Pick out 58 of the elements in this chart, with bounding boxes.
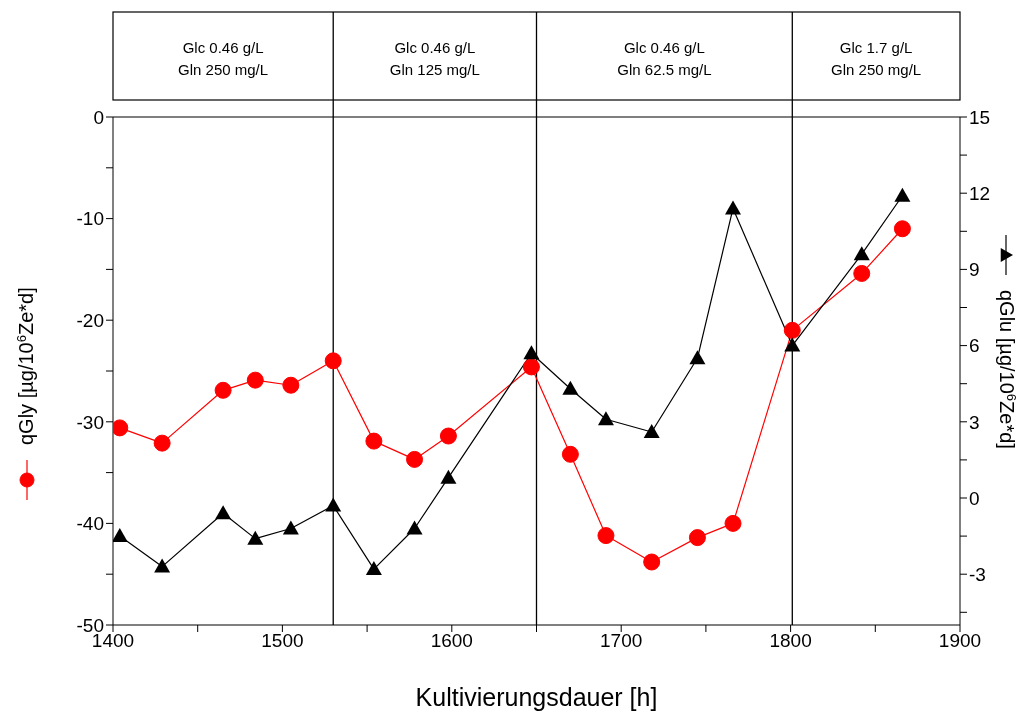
point <box>282 520 299 535</box>
point <box>523 345 540 360</box>
point <box>597 411 614 426</box>
point <box>282 376 300 394</box>
point <box>643 553 661 571</box>
x-tick-label: 1900 <box>938 630 982 652</box>
point <box>325 497 342 512</box>
point <box>689 350 706 365</box>
y2-tick-label: 15 <box>969 106 991 128</box>
text: Glc 1.7 g/L Gln 250 mg/L <box>831 39 922 78</box>
point <box>214 381 232 399</box>
point <box>783 321 801 339</box>
y2-tick-label: -3 <box>969 563 986 585</box>
point <box>365 432 383 450</box>
y2-tick-label: 9 <box>969 259 980 281</box>
x-tick-label: 1500 <box>261 630 304 652</box>
y2-tick-label: 12 <box>969 182 991 204</box>
point <box>113 528 128 543</box>
point <box>440 469 457 484</box>
point <box>724 514 742 532</box>
point <box>439 427 457 445</box>
point <box>324 352 342 370</box>
point <box>597 527 615 545</box>
point <box>853 264 871 282</box>
y-tick-label: -10 <box>76 208 104 230</box>
y-tick-label: -20 <box>76 309 104 331</box>
x-axis-title: Kultivierungsdauer [h] <box>415 683 658 711</box>
point <box>725 200 741 215</box>
point <box>784 337 801 352</box>
text: Glc 0.46 g/L Gln 250 mg/L <box>178 39 269 78</box>
y2-tick-label: 6 <box>969 335 980 357</box>
point <box>562 380 579 395</box>
x-tick-label: 1600 <box>430 630 473 652</box>
point <box>561 445 579 463</box>
point <box>113 419 129 437</box>
point <box>688 529 706 547</box>
point <box>522 358 540 376</box>
point <box>365 561 382 576</box>
y2-tick-label: 3 <box>969 411 980 433</box>
x-tick-label: 1700 <box>600 630 643 652</box>
point <box>153 434 171 452</box>
y2-tick-label: 0 <box>969 487 980 509</box>
point <box>406 450 424 468</box>
text: Glc 0.46 g/L Gln 125 mg/L <box>389 39 480 78</box>
text: Glc 0.46 g/L Gln 62.5 mg/L <box>617 39 712 78</box>
y-tick-label: -40 <box>76 513 104 535</box>
point <box>894 187 911 202</box>
point <box>406 520 423 535</box>
point <box>154 558 171 573</box>
point <box>215 505 232 520</box>
point <box>247 530 264 545</box>
x-tick-label: 1800 <box>769 630 812 652</box>
y-tick-label: -30 <box>76 411 104 433</box>
point <box>853 246 870 261</box>
point <box>246 371 264 389</box>
point <box>893 220 911 238</box>
point <box>643 423 660 438</box>
y-tick-label: 0 <box>93 106 104 128</box>
